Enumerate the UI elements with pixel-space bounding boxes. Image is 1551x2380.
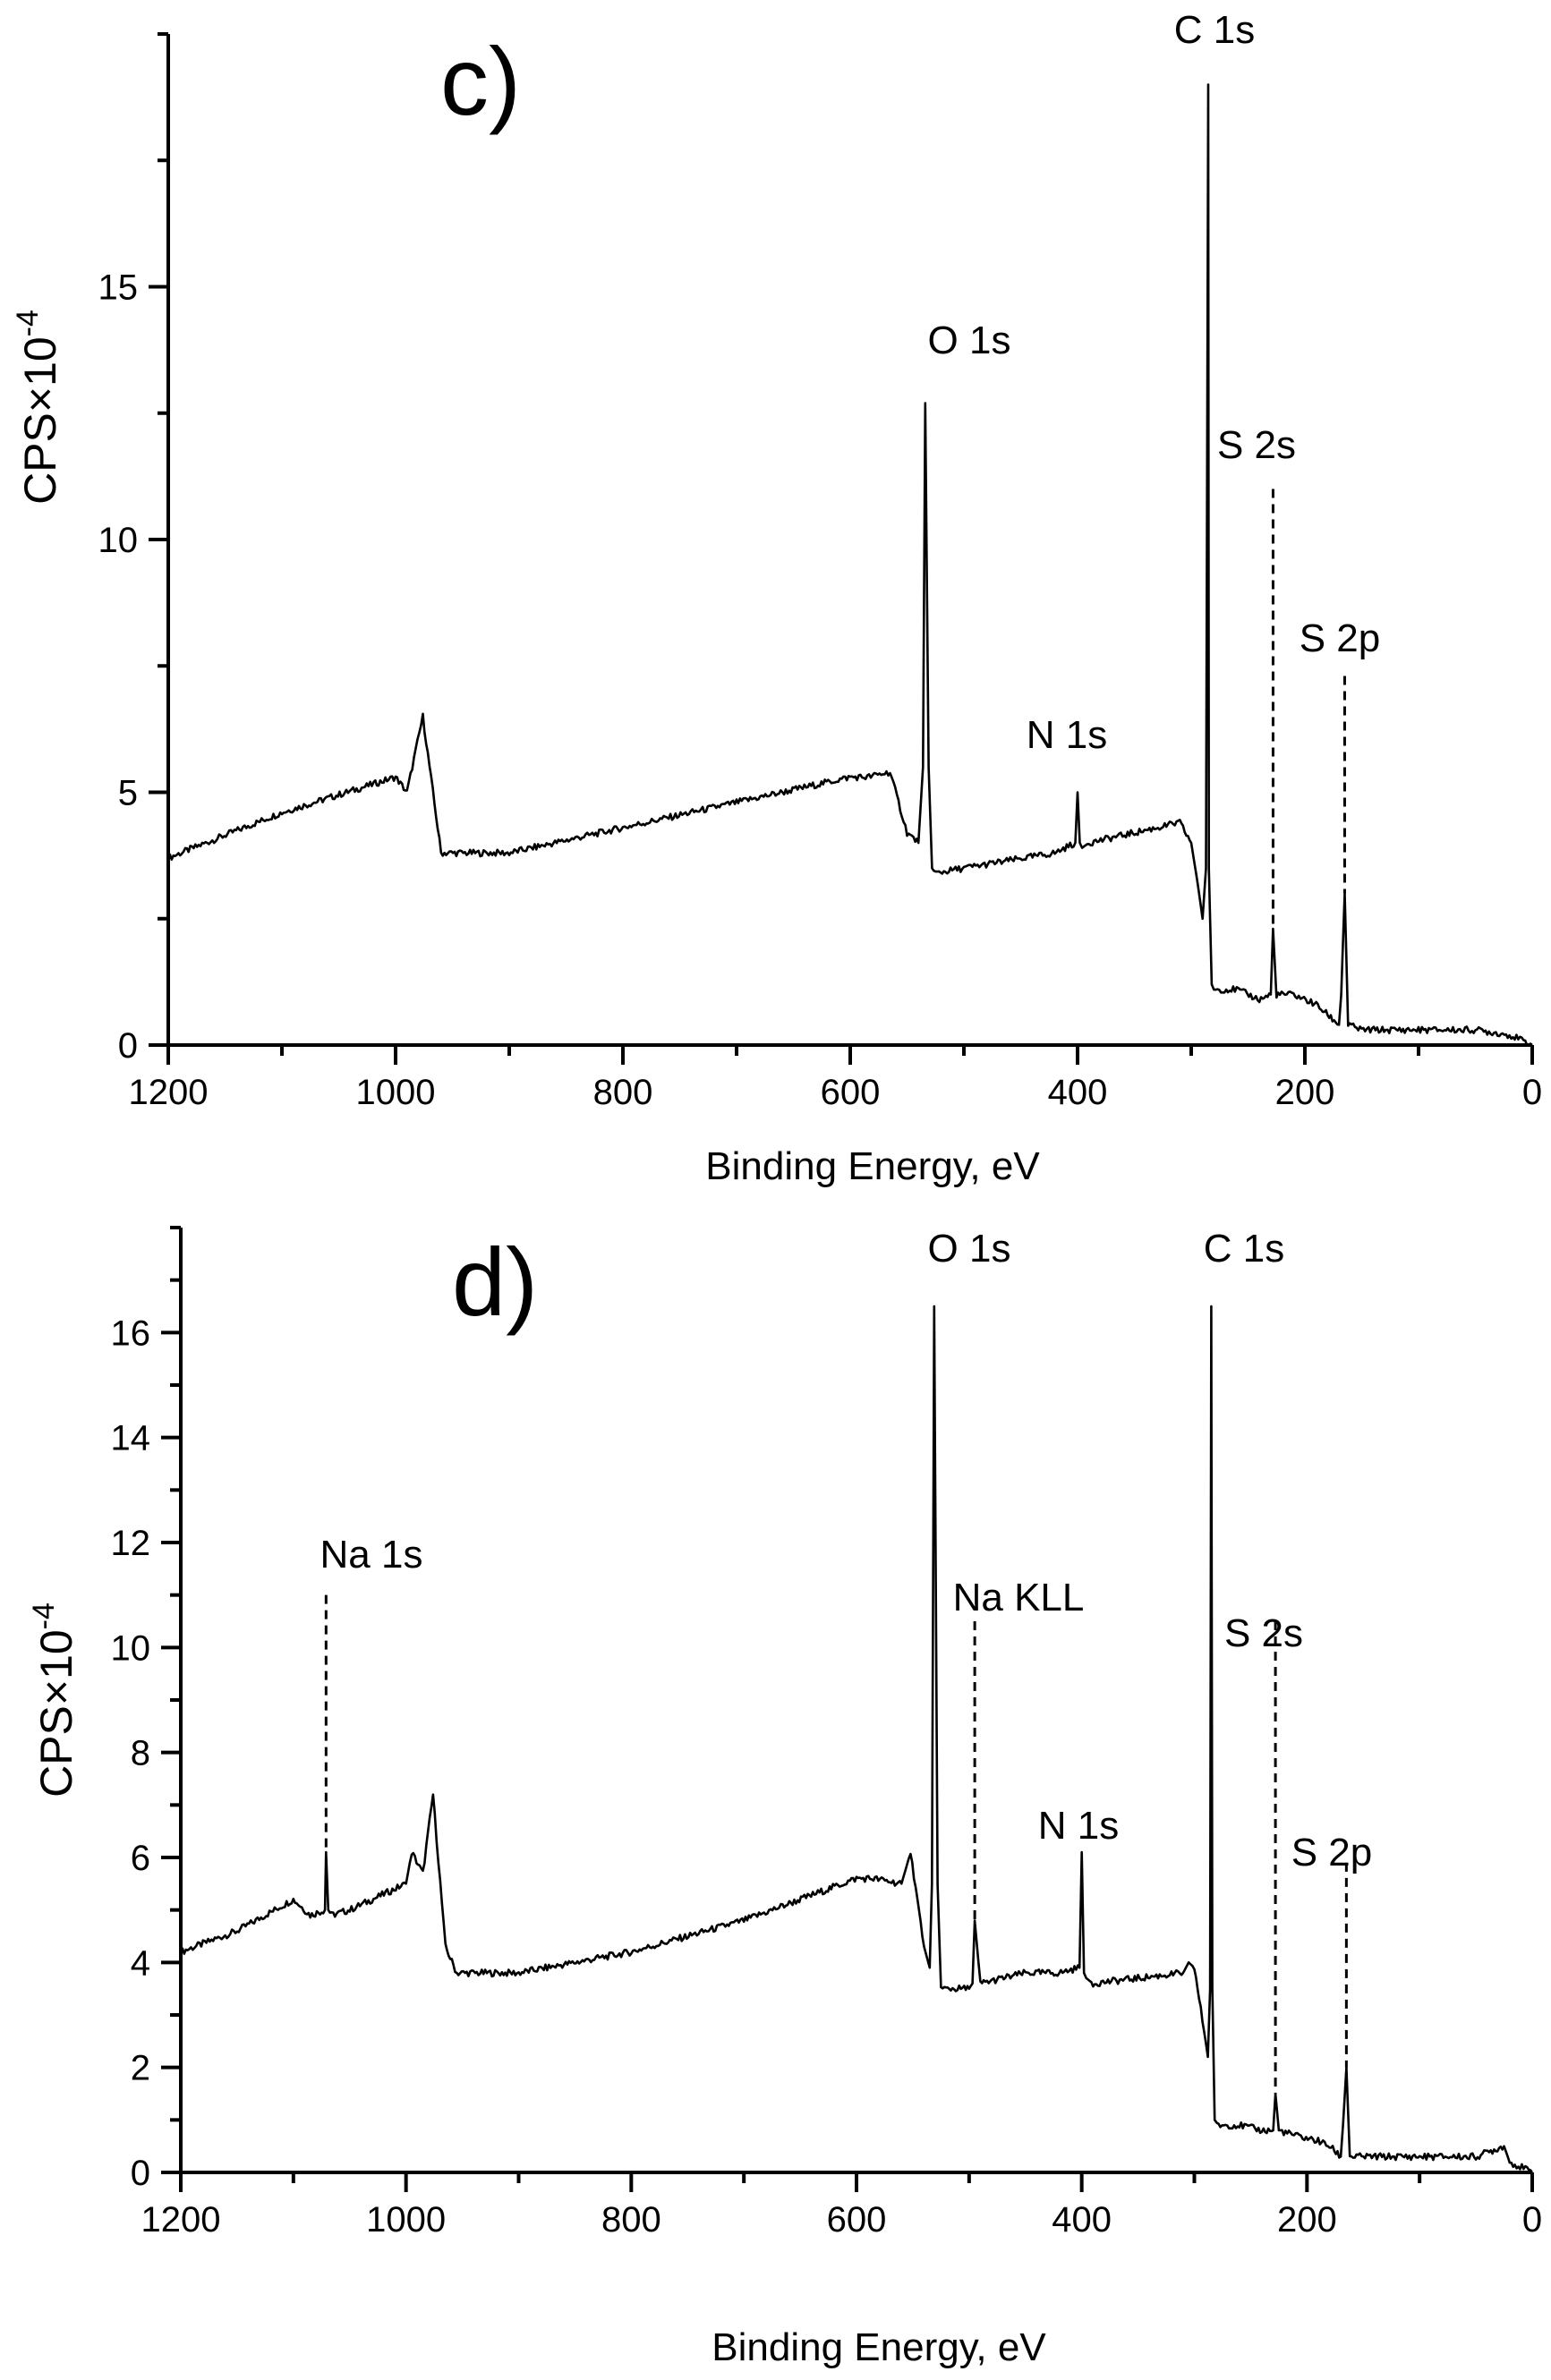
x-tick-label: 1000 bbox=[356, 1073, 436, 1112]
x-tick-label: 600 bbox=[827, 2200, 887, 2240]
x-tick-label: 400 bbox=[1052, 2200, 1112, 2240]
x-axis-title: Binding Energy, eV bbox=[712, 2325, 1046, 2369]
peak-label: C 1s bbox=[1204, 1227, 1284, 1271]
peak-label: O 1s bbox=[928, 319, 1011, 362]
y-axis-title: CPS×10-4 bbox=[27, 1602, 81, 1798]
x-tick-label: 1000 bbox=[366, 2200, 446, 2240]
peak-label: N 1s bbox=[1027, 713, 1107, 757]
y-tick-label: 0 bbox=[118, 1026, 138, 1066]
peak-label: O 1s bbox=[928, 1227, 1011, 1271]
x-tick-label: 800 bbox=[601, 2200, 661, 2240]
x-tick-label: 1200 bbox=[141, 2200, 221, 2240]
x-tick-label: 200 bbox=[1275, 1073, 1335, 1112]
y-tick-label: 15 bbox=[98, 268, 139, 308]
y-tick-label: 2 bbox=[131, 2049, 150, 2088]
peak-label: S 2p bbox=[1300, 616, 1381, 660]
y-tick-label: 8 bbox=[131, 1734, 150, 1773]
y-tick-label: 5 bbox=[118, 774, 138, 813]
peak-label: Na KLL bbox=[953, 1576, 1085, 1619]
peak-label: N 1s bbox=[1038, 1804, 1119, 1848]
y-tick-label: 14 bbox=[111, 1419, 151, 1458]
peak-label: S 2s bbox=[1224, 1611, 1303, 1655]
spectrum-line bbox=[179, 1305, 1534, 2173]
y-tick-label: 12 bbox=[111, 1524, 151, 1563]
x-tick-label: 600 bbox=[821, 1073, 881, 1112]
x-axis-title: Binding Energy, eV bbox=[705, 1144, 1040, 1188]
x-tick-label: 0 bbox=[1522, 1073, 1542, 1112]
x-tick-label: 400 bbox=[1048, 1073, 1108, 1112]
y-tick-label: 0 bbox=[131, 2154, 150, 2193]
panel-label: d) bbox=[452, 1228, 538, 1336]
y-tick-label: 10 bbox=[98, 521, 139, 560]
y-axis-title: CPS×10-4 bbox=[11, 310, 65, 505]
y-tick-label: 4 bbox=[131, 1943, 150, 1983]
y-tick-label: 6 bbox=[131, 1839, 150, 1878]
x-tick-label: 200 bbox=[1277, 2200, 1337, 2240]
peak-label: C 1s bbox=[1174, 8, 1255, 52]
x-tick-label: 1200 bbox=[129, 1073, 209, 1112]
y-tick-label: 10 bbox=[111, 1628, 151, 1668]
panel-label: c) bbox=[440, 27, 521, 135]
peak-label: S 2s bbox=[1217, 423, 1296, 467]
peak-label: S 2p bbox=[1291, 1831, 1373, 1874]
spectrum-line bbox=[166, 83, 1533, 1048]
x-tick-label: 0 bbox=[1522, 2200, 1542, 2240]
peak-label: Na 1s bbox=[320, 1533, 423, 1577]
y-tick-label: 16 bbox=[111, 1313, 151, 1353]
x-tick-label: 800 bbox=[593, 1073, 653, 1112]
